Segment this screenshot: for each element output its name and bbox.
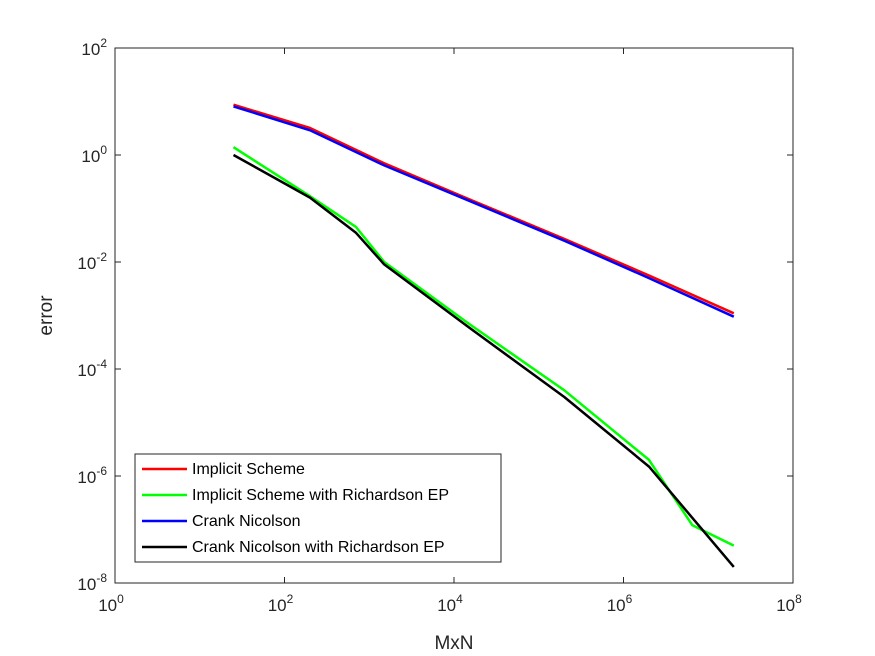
legend-label: Implicit Scheme with Richardson EP	[192, 487, 449, 504]
y-tick-label: 10-8	[77, 571, 107, 594]
tick-labels: 100 102 104 106 108 10-8 10-6 10-4 10-2 100 102	[77, 36, 802, 615]
x-tick-label: 106	[607, 592, 633, 615]
legend-label: Implicit Scheme	[192, 461, 305, 478]
x-tick-label: 104	[437, 592, 463, 615]
series-line-1	[233, 103, 735, 315]
x-tick-label: 100	[98, 592, 124, 615]
legend-label: Crank Nicolson	[192, 513, 300, 530]
y-tick-label: 10-4	[77, 357, 107, 380]
series-line-4	[232, 153, 735, 568]
y-tick-label: 10-6	[77, 464, 107, 487]
y-tick-label: 10-2	[77, 250, 107, 273]
series-line-3	[233, 105, 735, 318]
legend: Implicit Scheme Implicit Scheme with Rich…	[134, 453, 502, 563]
series-layer	[232, 103, 735, 568]
x-tick-label: 102	[268, 592, 294, 615]
y-axis-label: error	[36, 295, 57, 336]
axis-ticks	[114, 47, 794, 584]
x-axis-label: MxN	[434, 633, 473, 654]
y-tick-label: 102	[81, 36, 107, 59]
y-tick-label: 100	[81, 143, 107, 166]
series-line-2	[232, 146, 735, 547]
legend-box	[134, 453, 502, 563]
legend-label: Crank Nicolson with Richardson EP	[192, 539, 445, 556]
x-tick-label: 108	[776, 592, 802, 615]
